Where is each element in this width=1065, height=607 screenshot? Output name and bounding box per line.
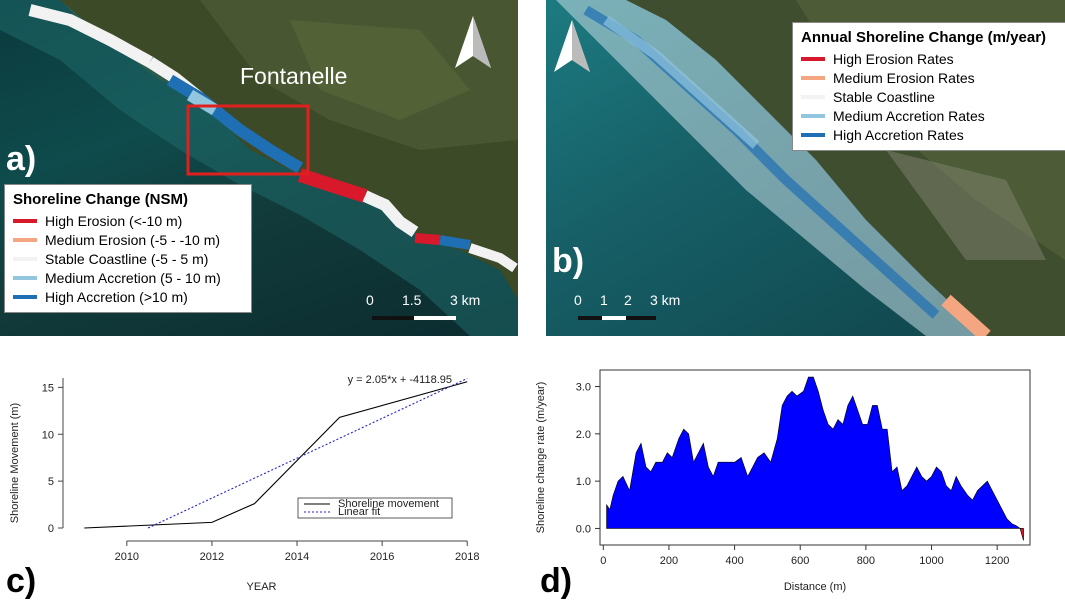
x-tick-label: 2010	[115, 551, 139, 563]
legend-swatch	[801, 132, 825, 137]
x-tick-label: 200	[660, 555, 678, 567]
legend-a-item: High Accretion (>10 m)	[13, 287, 243, 306]
north-arrow-icon	[455, 16, 491, 68]
y-tick-label: 2.0	[576, 429, 591, 441]
chart-c-svg: 2010 2012 2014 2016 2018 0 5 10 15 YEAR Shoreline …	[9, 374, 479, 593]
panel-letter-b: b)	[552, 242, 585, 280]
scale-label: 1	[600, 292, 608, 308]
legend-label: Stable Coastline	[833, 88, 935, 105]
x-tick-label: 1200	[985, 555, 1009, 567]
legend-b: Annual Shoreline Change (m/year) High Er…	[792, 22, 1065, 151]
series-line-linear-fit	[147, 377, 468, 529]
negative-area	[1019, 528, 1024, 541]
legend-swatch	[13, 275, 37, 280]
x-tick-label: 2014	[285, 551, 309, 563]
y-tick-label: 0.0	[576, 523, 591, 535]
x-axis-label: Distance (m)	[784, 581, 846, 593]
y-axis-label: Shoreline Movement (m)	[9, 403, 21, 523]
legend-label: Medium Erosion (-5 - -10 m)	[45, 231, 221, 248]
scale-bar-a: 0 1.5 3 km	[364, 292, 494, 326]
map-a-imagery	[0, 0, 518, 336]
x-tick-label: 2018	[455, 551, 479, 563]
legend-swatch	[13, 237, 37, 242]
legend-label: Medium Erosion Rates	[833, 69, 975, 86]
scale-label: 3 km	[650, 292, 681, 308]
scale-label: 2	[624, 292, 632, 308]
legend-label: High Erosion Rates	[833, 50, 954, 67]
legend-a-title: Shoreline Change (NSM)	[13, 191, 189, 208]
legend-b-item: Medium Accretion Rates	[801, 106, 1057, 125]
x-tick-label: 2012	[200, 551, 224, 563]
legend-label: Shoreline movement	[338, 498, 439, 510]
north-arrow-icon	[554, 20, 590, 72]
y-tick-label: 1.0	[576, 476, 591, 488]
legend-swatch	[13, 218, 37, 223]
legend-a-item: Medium Accretion (5 - 10 m)	[13, 268, 243, 287]
transect-band	[556, 0, 991, 336]
y-tick-label: 3.0	[576, 382, 591, 394]
y-tick-label: 0	[48, 523, 54, 535]
legend-a-item: High Erosion (<-10 m)	[13, 211, 243, 230]
legend-swatch	[801, 113, 825, 118]
area-fill	[606, 376, 1024, 541]
x-tick-label: 400	[725, 555, 743, 567]
chart-c-legend-box	[297, 497, 453, 519]
x-tick-label: 600	[791, 555, 809, 567]
legend-label: Stable Coastline (-5 - 5 m)	[45, 250, 209, 267]
legend-a-item: Medium Erosion (-5 - -10 m)	[13, 230, 243, 249]
scale-bar-b: 0 1 2 3 km	[572, 292, 702, 326]
legend-swatch	[801, 94, 825, 99]
x-tick-label: 0	[600, 555, 606, 567]
x-axis-label: YEAR	[247, 581, 277, 593]
legend-b-item: Stable Coastline	[801, 87, 1057, 106]
legend-b-item: High Erosion Rates	[801, 49, 1057, 68]
legend-swatch	[801, 75, 825, 80]
legend-swatch	[13, 256, 37, 261]
chart-panel-c: 2010 2012 2014 2016 2018 0 5 10 15 YEAR Shoreline …	[0, 340, 520, 602]
legend-label: Medium Accretion (5 - 10 m)	[45, 269, 221, 286]
legend-swatch	[13, 294, 37, 299]
legend-a-item: Stable Coastline (-5 - 5 m)	[13, 249, 243, 268]
legend-label: Medium Accretion Rates	[833, 107, 985, 124]
y-tick-label: 15	[42, 382, 54, 394]
legend-b-item: High Accretion Rates	[801, 125, 1057, 144]
legend-label: Linear fit	[338, 506, 380, 518]
scale-label: 3 km	[450, 292, 481, 308]
legend-b-item: Medium Erosion Rates	[801, 68, 1057, 87]
y-axis-label: Shoreline change rate (m/year)	[535, 382, 547, 534]
map-panel-b: b) Annual Shoreline Change (m/year) High…	[546, 0, 1065, 336]
scale-label: 0	[574, 292, 582, 308]
y-tick-label: 5	[48, 476, 54, 488]
scale-label: 1.5	[402, 292, 422, 308]
panel-letter-a: a)	[6, 140, 37, 178]
legend-label: High Accretion Rates	[833, 126, 964, 143]
map-panel-a: Fontanelle a) Shoreline Change (NSM) Hig…	[0, 0, 518, 336]
x-tick-label: 1000	[919, 555, 943, 567]
x-tick-label: 2016	[370, 551, 394, 563]
place-label: Fontanelle	[240, 63, 348, 89]
scale-label: 0	[366, 292, 374, 308]
panel-letter-c: c)	[6, 562, 37, 600]
x-tick-label: 800	[857, 555, 875, 567]
legend-b-title: Annual Shoreline Change (m/year)	[801, 29, 1047, 46]
zoom-extent-rectangle	[186, 104, 310, 176]
chart-panel-d: 0 200 400 600 800 1000 1200 0.0 1.0 2.0 3.0 Distanc…	[520, 340, 1065, 602]
legend-a: Shoreline Change (NSM) High Erosion (<-1…	[4, 184, 252, 313]
legend-swatch	[801, 56, 825, 61]
y-tick-label: 10	[42, 429, 54, 441]
plot-frame	[599, 369, 1031, 546]
fit-equation: y = 2.05*x + -4118.95	[348, 374, 452, 386]
chart-d-svg: 0 200 400 600 800 1000 1200 0.0 1.0 2.0 3.0 Distanc…	[535, 369, 1031, 593]
legend-label: High Erosion (<-10 m)	[45, 212, 183, 229]
series-line-shoreline-movement	[84, 381, 468, 529]
panel-letter-d: d)	[540, 562, 573, 600]
legend-label: High Accretion (>10 m)	[45, 288, 188, 305]
